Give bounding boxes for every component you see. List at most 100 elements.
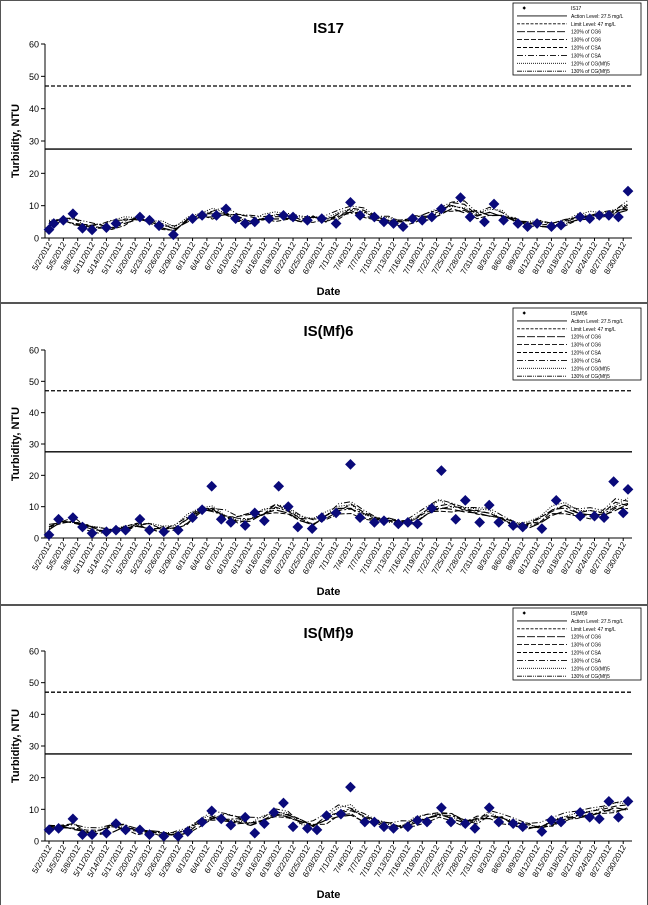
data-point [369, 211, 380, 223]
data-point [249, 216, 261, 228]
data-point [584, 213, 596, 224]
data-point [282, 501, 294, 513]
chart-title: IS17 [313, 20, 344, 37]
data-point [287, 821, 299, 833]
data-point [172, 524, 184, 536]
data-point [445, 816, 457, 828]
data-point [86, 224, 98, 236]
data-point [426, 502, 438, 514]
legend-entry-label: 130% of CSA [571, 53, 602, 59]
legend-entry-label: Limit Level: 47 mg/L [571, 22, 616, 28]
x-axis-label: Date [317, 286, 341, 298]
x-axis-label: Date [317, 889, 341, 901]
data-point [546, 221, 557, 233]
data-point [311, 824, 323, 836]
data-point [77, 222, 88, 234]
legend-box [512, 307, 642, 381]
data-point [412, 815, 423, 826]
data-point [388, 822, 399, 834]
legend-entry-label: Action Level: 27.5 mg/L [571, 319, 623, 325]
data-point [369, 816, 380, 828]
data-point [316, 213, 328, 224]
data-point [402, 821, 414, 833]
data-point [617, 507, 629, 519]
y-axis-label: Turbidity, NTU [10, 709, 22, 783]
data-point [168, 229, 179, 241]
data-point [474, 516, 486, 528]
legend-marker-data [522, 6, 526, 10]
data-point [86, 829, 98, 841]
data-point [101, 827, 112, 839]
data-point [330, 218, 342, 229]
data-point [412, 518, 423, 530]
legend-entry-label: Action Level: 27.5 mg/L [571, 14, 623, 20]
data-point [206, 805, 218, 817]
data-point [450, 513, 462, 525]
y-tick-label: 50 [29, 678, 39, 688]
y-tick-label: 60 [29, 346, 39, 356]
data-point [622, 185, 634, 197]
data-point [608, 476, 620, 487]
data-point [110, 818, 122, 829]
data-point [622, 484, 634, 495]
data-point [479, 216, 490, 228]
y-tick-label: 20 [29, 169, 39, 179]
data-point [86, 527, 98, 539]
data-point [603, 796, 615, 807]
data-point [421, 816, 433, 828]
guideline-130-cgmf5-line [48, 799, 629, 837]
data-point [378, 216, 390, 228]
data-point [574, 807, 586, 818]
legend-box [512, 2, 642, 76]
chart-title: IS(Mf)9 [304, 625, 354, 642]
data-point [507, 520, 519, 531]
y-tick-label: 60 [29, 647, 39, 657]
data-point [488, 198, 500, 210]
data-point [196, 816, 208, 828]
data-point [196, 209, 208, 221]
y-tick-label: 40 [29, 408, 39, 418]
data-point [321, 810, 332, 822]
data-point [302, 822, 313, 834]
data-point [239, 811, 251, 823]
data-point [158, 526, 170, 538]
data-point [507, 818, 519, 829]
data-point [436, 465, 447, 477]
data-point [354, 209, 366, 221]
data-point [584, 811, 596, 823]
legend-entry-label: 120% of CSA [571, 351, 602, 357]
data-point [77, 829, 88, 841]
data-point [239, 520, 251, 531]
data-point [263, 213, 275, 224]
legend-entry-label: 130% of CG(Mf)5 [571, 374, 610, 380]
data-point [436, 203, 447, 215]
y-tick-label: 20 [29, 471, 39, 481]
data-point [345, 458, 356, 470]
data-point [187, 512, 198, 524]
data-point [258, 818, 270, 829]
legend-entry-label: 130% of CG(Mf)5 [571, 674, 610, 680]
data-point [512, 218, 524, 229]
data-point [215, 813, 227, 825]
data-point [230, 213, 241, 224]
data-point [258, 515, 270, 527]
legend-entry-label: IS(Mf)9 [571, 611, 588, 617]
data-point [110, 524, 122, 536]
data-point [397, 221, 409, 233]
x-axis-label: Date [317, 586, 341, 598]
data-point [278, 797, 289, 809]
data-point [211, 209, 222, 221]
data-point [43, 224, 55, 235]
data-point [483, 802, 495, 814]
data-point [388, 218, 399, 229]
legend-entry-label: 120% of CG(Mf)5 [571, 366, 610, 372]
legend-entry-label: 130% of CG6 [571, 343, 601, 349]
data-point [493, 816, 505, 828]
data-point [330, 507, 342, 519]
legend-entry-label: IS(Mf)6 [571, 311, 588, 317]
data-point [67, 813, 79, 825]
data-point [53, 513, 64, 525]
legend-marker-data [522, 311, 526, 315]
